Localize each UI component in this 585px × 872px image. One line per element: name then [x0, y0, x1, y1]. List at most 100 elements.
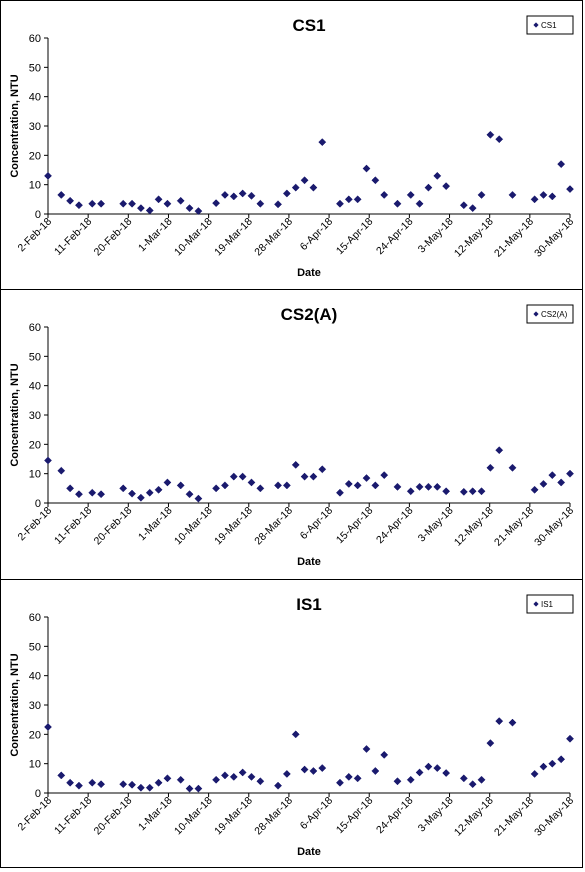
data-point — [256, 777, 265, 786]
data-point — [362, 164, 371, 173]
y-axis-label: Concentration, NTU — [9, 653, 21, 756]
data-point — [459, 201, 468, 210]
x-tick-label: 6-Apr-18 — [298, 216, 335, 253]
data-point — [566, 469, 574, 478]
x-tick-label: 15-Apr-18 — [334, 505, 376, 547]
x-axis-label: Date — [297, 556, 321, 568]
data-point — [393, 777, 402, 786]
data-point — [282, 769, 291, 778]
x-tick-label: 24-Apr-18 — [374, 216, 416, 258]
data-point — [318, 465, 327, 474]
x-tick-label: 6-Apr-18 — [298, 505, 335, 542]
data-point — [300, 472, 309, 481]
data-point — [468, 780, 477, 789]
x-tick-label: 28-Mar-18 — [252, 505, 295, 548]
data-point — [75, 490, 83, 499]
data-point — [486, 463, 495, 472]
data-point — [362, 474, 371, 483]
data-point — [185, 204, 194, 213]
data-point — [212, 775, 221, 784]
chart-svg-cs2a: CS2(A) 0 10 20 30 40 50 60 2-Feb-1811-Feb-1820-F… — [9, 304, 576, 568]
y-tick-label: 60 — [29, 33, 41, 45]
data-point — [291, 730, 300, 739]
data-point — [136, 204, 145, 213]
data-point — [88, 488, 97, 497]
data-point — [75, 201, 83, 210]
data-point — [57, 190, 66, 199]
x-tick-label: 1-Mar-18 — [136, 795, 175, 834]
x-tick-label: 2-Feb-18 — [16, 505, 55, 544]
data-point — [194, 494, 203, 503]
data-point — [220, 190, 229, 199]
chart-svg-is1: IS1 0 10 20 30 40 50 60 2-Feb-1811-Feb-1820-Feb-… — [9, 594, 576, 858]
y-tick-label: 50 — [29, 62, 41, 74]
data-point — [176, 196, 185, 205]
data-point — [145, 783, 154, 792]
data-point — [176, 481, 185, 490]
data-point — [88, 199, 97, 208]
x-tick-label: 19-Mar-18 — [212, 795, 255, 838]
data-point — [119, 484, 128, 493]
data-point — [212, 199, 221, 208]
data-point — [424, 183, 433, 192]
x-tick-label: 12-May-18 — [452, 505, 496, 549]
data-point — [119, 780, 128, 789]
data-point — [539, 190, 548, 199]
data-point — [468, 487, 477, 496]
legend-box — [526, 15, 574, 35]
legend-box — [526, 594, 574, 614]
y-tick-label: 20 — [29, 439, 41, 451]
data-point — [229, 472, 238, 481]
data-point — [44, 171, 52, 180]
legend-marker — [533, 22, 539, 28]
data-point — [256, 484, 265, 493]
data-point — [97, 490, 106, 499]
data-point — [459, 487, 468, 496]
x-tick-label: 2-Feb-18 — [16, 216, 55, 255]
data-point — [393, 199, 402, 208]
data-point — [154, 485, 163, 494]
data-point — [300, 176, 309, 185]
data-point — [282, 481, 291, 490]
data-point — [380, 750, 389, 759]
y-tick-label: 40 — [29, 92, 41, 104]
data-point — [486, 739, 495, 748]
data-point — [344, 772, 353, 781]
y-tick-label: 20 — [29, 729, 41, 741]
data-point — [539, 479, 548, 488]
data-point — [508, 190, 517, 199]
data-point — [380, 471, 389, 480]
x-tick-label: 24-Apr-18 — [374, 795, 416, 837]
data-point — [88, 778, 97, 787]
data-point — [119, 199, 128, 208]
legend-label: CS2(A) — [541, 310, 568, 319]
data-point — [495, 717, 504, 726]
x-tick-label: 6-Apr-18 — [298, 795, 335, 832]
x-tick-label: 3-May-18 — [416, 505, 456, 545]
data-point — [336, 199, 344, 208]
data-point — [477, 487, 486, 496]
data-point — [229, 772, 238, 781]
y-axis-label: Concentration, NTU — [9, 363, 21, 466]
y-tick-label: 30 — [29, 410, 41, 422]
data-point — [344, 195, 353, 204]
data-point — [145, 488, 154, 497]
data-point — [433, 171, 442, 180]
data-point — [530, 195, 539, 204]
data-point — [393, 482, 402, 491]
data-point — [75, 781, 83, 790]
data-point — [495, 135, 504, 144]
data-point — [566, 734, 574, 743]
data-point — [424, 762, 433, 771]
data-point — [309, 767, 318, 775]
x-tick-label: 1-Mar-18 — [136, 216, 175, 255]
data-point — [66, 196, 75, 205]
data-point — [477, 775, 486, 784]
data-point — [128, 780, 137, 789]
x-tick-label: 10-Mar-18 — [172, 795, 215, 838]
data-point — [238, 189, 247, 198]
chart-title: CS1 — [292, 16, 325, 35]
data-point — [336, 488, 344, 497]
data-point — [194, 207, 203, 216]
x-tick-label: 30-May-18 — [532, 795, 576, 839]
